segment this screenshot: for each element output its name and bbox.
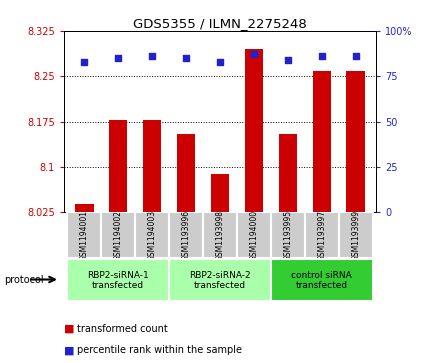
Point [183, 55, 190, 61]
Text: GSM1193995: GSM1193995 [283, 209, 293, 261]
Bar [109, 120, 128, 212]
Bar [169, 212, 203, 258]
Text: control siRNA
transfected: control siRNA transfected [291, 271, 352, 290]
Text: RBP2-siRNA-2
transfected: RBP2-siRNA-2 transfected [189, 271, 251, 290]
Point [114, 55, 121, 61]
Point [319, 53, 326, 59]
Text: GSM1194003: GSM1194003 [147, 209, 157, 261]
Point [216, 59, 224, 65]
Title: GDS5355 / ILMN_2275248: GDS5355 / ILMN_2275248 [133, 17, 307, 30]
Point [149, 53, 156, 59]
Bar [271, 212, 305, 258]
Bar [135, 212, 169, 258]
Text: GSM1194001: GSM1194001 [80, 209, 89, 261]
Bar [143, 120, 161, 212]
Point [250, 52, 257, 57]
Bar [67, 212, 101, 258]
Bar [237, 212, 271, 258]
Text: GSM1194000: GSM1194000 [249, 209, 258, 261]
Text: GSM1193999: GSM1193999 [351, 209, 360, 261]
Text: protocol: protocol [4, 275, 44, 285]
Bar [339, 212, 373, 258]
Text: RBP2-siRNA-1
transfected: RBP2-siRNA-1 transfected [87, 271, 149, 290]
Bar [245, 49, 263, 212]
Text: ■: ■ [64, 345, 74, 355]
Bar [305, 212, 339, 258]
Text: percentile rank within the sample: percentile rank within the sample [77, 345, 242, 355]
Bar [203, 212, 237, 258]
Text: GSM1193996: GSM1193996 [182, 209, 191, 261]
Text: GSM1194002: GSM1194002 [114, 209, 123, 261]
Point [81, 59, 88, 65]
Point [284, 57, 291, 63]
Bar [169, 259, 271, 301]
Text: GSM1193997: GSM1193997 [317, 209, 326, 261]
Text: ■: ■ [64, 323, 74, 334]
Bar [279, 134, 297, 212]
Bar [211, 174, 229, 212]
Bar [75, 204, 94, 212]
Bar [271, 259, 373, 301]
Text: transformed count: transformed count [77, 323, 168, 334]
Bar [177, 134, 195, 212]
Bar [346, 72, 365, 212]
Text: GSM1193998: GSM1193998 [216, 209, 224, 261]
Bar [67, 259, 169, 301]
Bar [312, 72, 331, 212]
Bar [101, 212, 135, 258]
Point [352, 53, 359, 59]
